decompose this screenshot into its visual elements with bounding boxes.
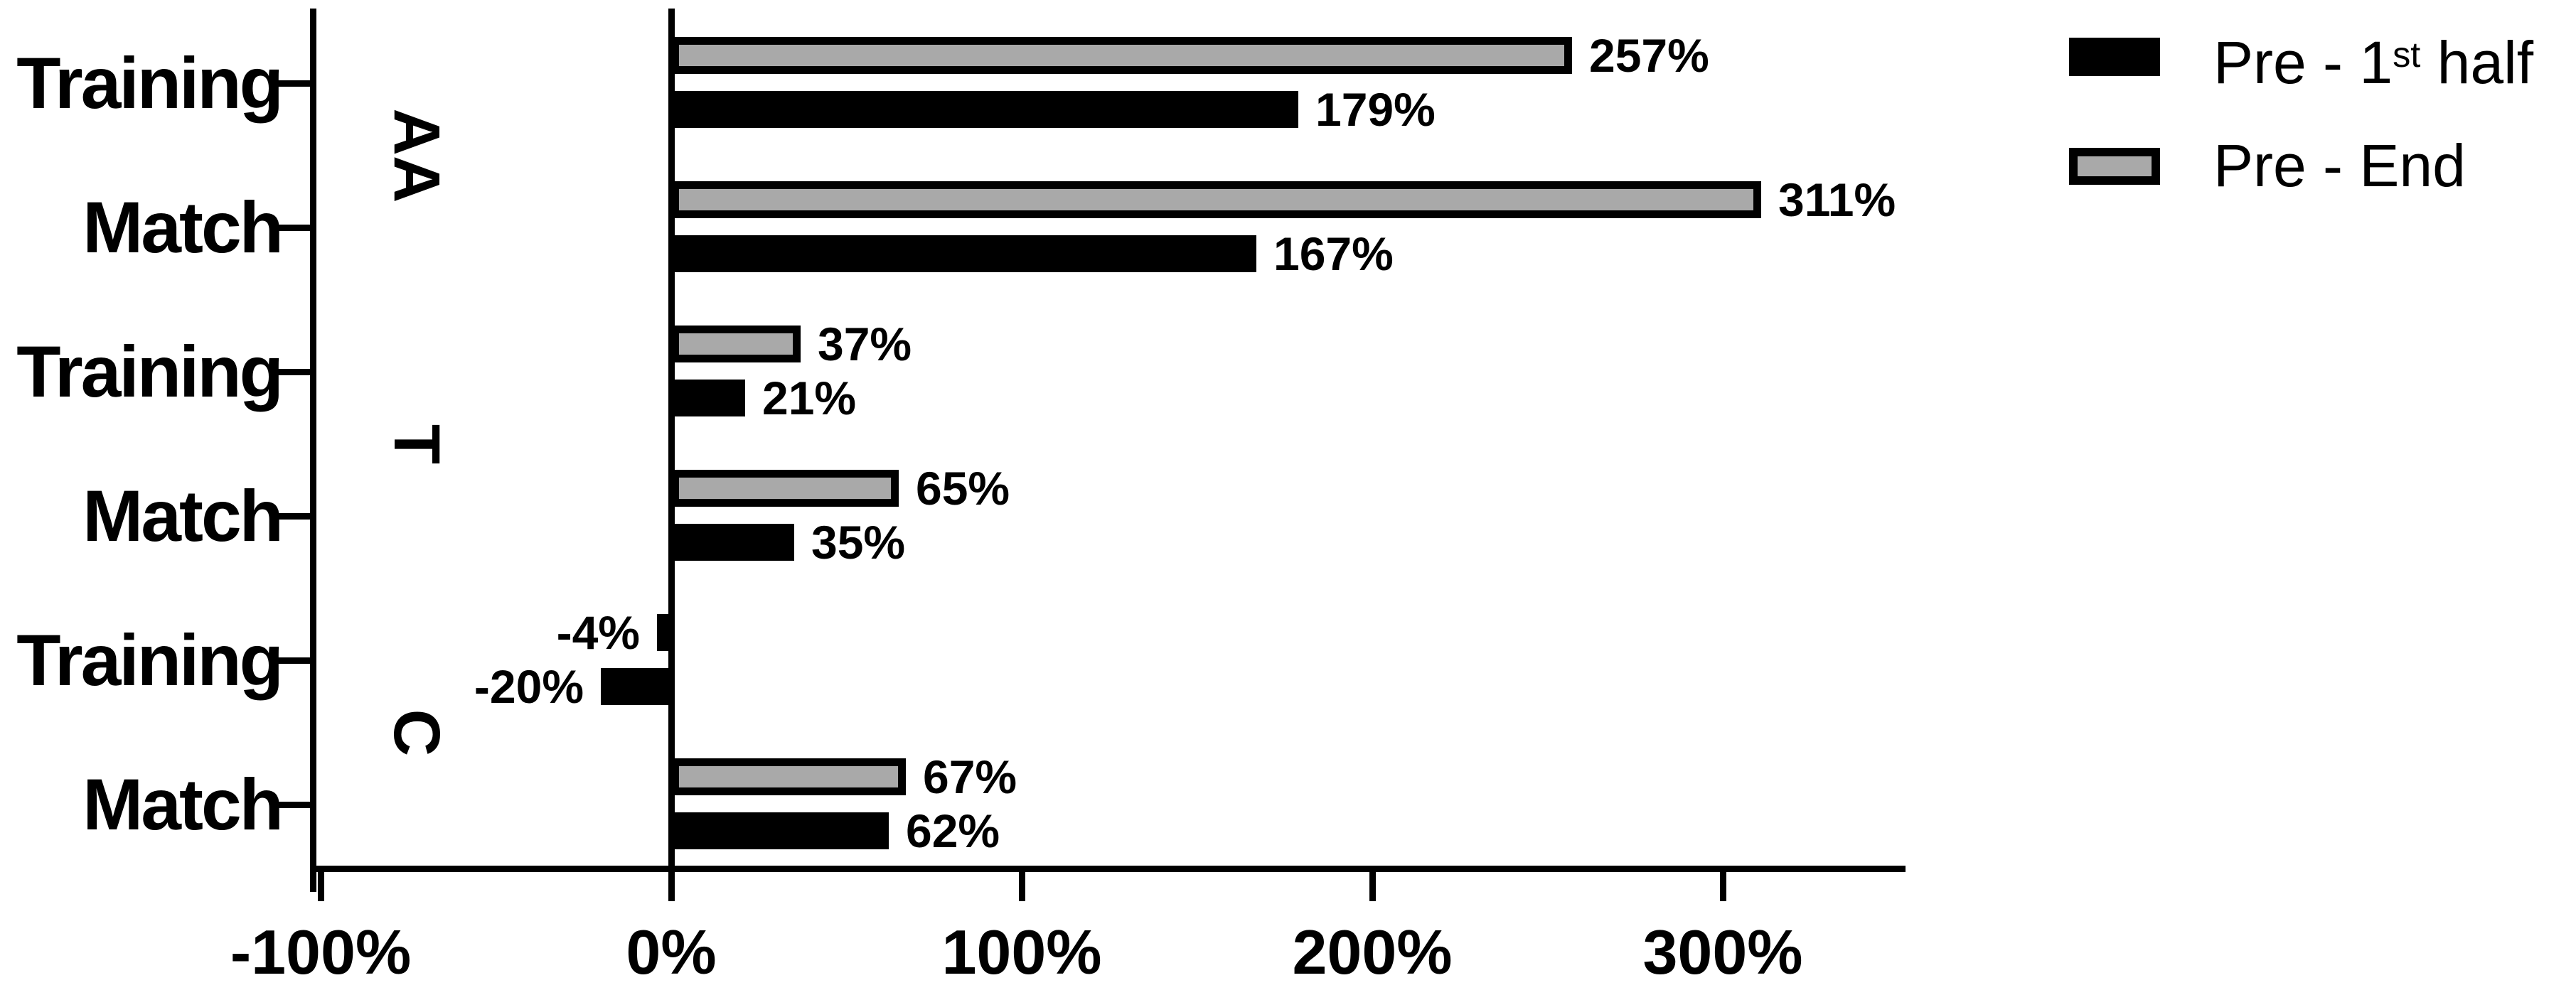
category-label-training: Training (16, 620, 284, 701)
x-axis-tick-label: 0% (626, 917, 717, 987)
bar-pre-end (671, 758, 906, 795)
bar-value-label: 65% (916, 462, 1010, 515)
bar-value-label: 21% (762, 372, 857, 424)
category-label-match: Match (82, 764, 284, 845)
category-tick (276, 802, 316, 808)
bar-value-label: 37% (818, 318, 912, 370)
x-axis-tick (1019, 868, 1025, 901)
category-label-training: Training (16, 43, 284, 124)
bar-value-label: 167% (1273, 227, 1394, 280)
bar-value-label: -20% (474, 660, 584, 713)
bar-pre-first-half (671, 380, 745, 416)
zero-baseline (668, 9, 675, 901)
bar-pre-end (671, 181, 1761, 218)
category-label-match: Match (82, 187, 284, 268)
x-axis-tick (1720, 868, 1726, 901)
bar-pre-first-half (671, 524, 794, 561)
bar-value-label: 311% (1778, 173, 1896, 226)
x-axis-tick-label: 200% (1292, 917, 1453, 987)
bar-value-label: 257% (1589, 29, 1709, 82)
category-tick (276, 225, 316, 231)
x-axis-tick-label: 100% (941, 917, 1102, 987)
bar-pre-end (657, 614, 673, 651)
bar-value-label: 67% (923, 751, 1017, 803)
x-axis-line (310, 866, 1906, 872)
x-axis-tick (668, 868, 675, 901)
x-axis-tick (318, 868, 324, 901)
bar-pre-end (671, 470, 899, 507)
bar-value-label: 62% (906, 805, 1000, 857)
x-axis-tick-label: -100% (230, 917, 412, 987)
y-axis-line (310, 9, 316, 892)
group-label-t: T (380, 424, 453, 464)
bar-value-label: -4% (556, 606, 640, 659)
bar-pre-end (671, 326, 801, 362)
category-tick (276, 657, 316, 664)
bar-pre-first-half (671, 812, 889, 849)
category-tick (276, 369, 316, 375)
group-label-c: C (380, 709, 453, 756)
bar-value-label: 179% (1315, 83, 1436, 136)
category-tick (276, 513, 316, 520)
x-axis-tick (1369, 868, 1376, 901)
category-tick (276, 80, 316, 87)
bar-pre-first-half (671, 91, 1298, 128)
bar-pre-first-half (671, 235, 1256, 272)
bar-pre-first-half (601, 668, 671, 705)
group-label-aa: AA (380, 108, 453, 203)
bar-pre-end (671, 37, 1572, 74)
x-axis-tick-label: 300% (1642, 917, 1803, 987)
bar-value-label: 35% (811, 516, 906, 569)
category-label-training: Training (16, 331, 284, 412)
category-label-match: Match (82, 475, 284, 556)
